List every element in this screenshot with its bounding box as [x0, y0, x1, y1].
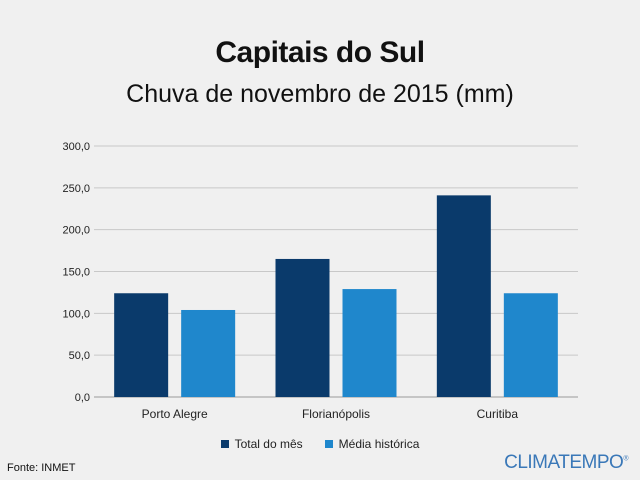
legend-item-media: Média histórica [324, 437, 420, 451]
chart-subtitle: Chuva de novembro de 2015 (mm) [126, 80, 514, 108]
x-tick-label: Porto Alegre [142, 407, 208, 421]
climatempo-logo: CLIMATEMPO® [504, 452, 628, 474]
legend-swatch-media [324, 440, 333, 448]
y-tick-label: 200,0 [62, 225, 90, 237]
y-tick-label: 150,0 [62, 267, 90, 279]
legend-label-total: Total do mês [234, 437, 303, 451]
source-note: Fonte: INMET [7, 462, 76, 474]
bar-media-historica [342, 289, 397, 397]
logo-text: CLIMATEMPO [504, 452, 624, 473]
x-tick-label: Florianópolis [302, 407, 370, 421]
legend-swatch-total [220, 440, 229, 448]
y-tick-label: 300,0 [62, 141, 90, 153]
y-tick-label: 0,0 [75, 392, 90, 404]
bar-media-historica [181, 309, 236, 397]
registered-mark: ® [623, 455, 628, 463]
y-tick-label: 50,0 [69, 350, 90, 362]
bar-total-do-mes [436, 195, 491, 397]
legend-label-media: Média histórica [338, 437, 420, 451]
bar-total-do-mes [275, 258, 330, 397]
chart-title: Capitais do Sul [215, 36, 425, 69]
bar-total-do-mes [114, 293, 169, 397]
legend-item-total: Total do mês [220, 437, 303, 451]
bar-media-historica [503, 293, 558, 397]
y-tick-label: 250,0 [62, 183, 90, 195]
x-tick-label: Curitiba [477, 407, 519, 421]
chart-legend: Total do mês Média histórica [0, 437, 640, 451]
y-tick-label: 100,0 [62, 308, 90, 320]
